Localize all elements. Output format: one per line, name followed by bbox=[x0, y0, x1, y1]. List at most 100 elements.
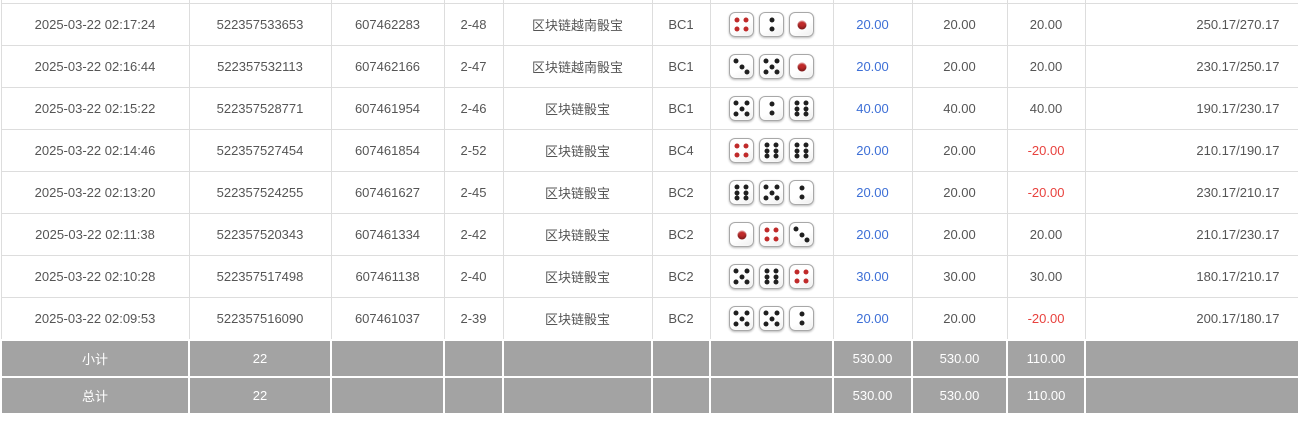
cell-dice-result bbox=[709, 171, 834, 214]
die-face-4-icon bbox=[759, 222, 784, 247]
bet-amount-link[interactable]: 20.00 bbox=[856, 143, 889, 158]
summary-row: 小计 22 530.00 530.00 110.00 bbox=[0, 339, 1298, 378]
cell-game-name: 区块链骰宝 bbox=[502, 255, 653, 298]
die-face-5-icon bbox=[729, 306, 754, 331]
cell-balance: 230.17/250.17 bbox=[1084, 45, 1298, 88]
cell-dice-result bbox=[709, 87, 834, 130]
summary-label: 小计 bbox=[0, 339, 190, 378]
cell-dice-result bbox=[709, 129, 834, 172]
cell-bet-amount: 20.00 bbox=[832, 171, 913, 214]
cell-bet-type: BC4 bbox=[651, 129, 711, 172]
cell-valid-amount: 20.00 bbox=[911, 297, 1008, 341]
cell-valid-amount: 20.00 bbox=[911, 171, 1008, 214]
cell-time: 2025-03-22 02:10:28 bbox=[0, 255, 190, 298]
dice-result-icons bbox=[711, 138, 832, 163]
die-face-5-icon bbox=[729, 264, 754, 289]
die-face-2-icon bbox=[759, 96, 784, 121]
bet-amount-link[interactable]: 20.00 bbox=[856, 185, 889, 200]
cell-balance: 250.17/270.17 bbox=[1084, 3, 1298, 46]
cell-period: 2-46 bbox=[443, 87, 504, 130]
cell-round-id: 607461854 bbox=[330, 129, 445, 172]
cell-round-id: 607462166 bbox=[330, 45, 445, 88]
cell-bet-type: BC1 bbox=[651, 87, 711, 130]
summary-count: 22 bbox=[188, 339, 332, 378]
cell-period: 2-48 bbox=[443, 3, 504, 46]
die-face-4-icon bbox=[729, 138, 754, 163]
cell-bet-type: BC1 bbox=[651, 3, 711, 46]
dice-result-icons bbox=[711, 264, 832, 289]
table-row: 2025-03-22 02:09:53 522357516090 6074610… bbox=[0, 297, 1298, 341]
cell-win-loss: 20.00 bbox=[1006, 213, 1086, 256]
summary-winloss-total: 110.00 bbox=[1006, 376, 1086, 415]
cell-bet-type: BC1 bbox=[651, 45, 711, 88]
cell-dice-result bbox=[709, 297, 834, 341]
cell-win-loss: -20.00 bbox=[1006, 171, 1086, 214]
bet-amount-link[interactable]: 20.00 bbox=[856, 59, 889, 74]
cell-game-name: 区块链越南骰宝 bbox=[502, 3, 653, 46]
cell-bet-amount: 40.00 bbox=[832, 87, 913, 130]
cell-round-id: 607462283 bbox=[330, 3, 445, 46]
die-face-6-icon bbox=[789, 96, 814, 121]
cell-game-name: 区块链骰宝 bbox=[502, 87, 653, 130]
cell-valid-amount: 20.00 bbox=[911, 213, 1008, 256]
die-face-2-icon bbox=[759, 12, 784, 37]
die-face-5-icon bbox=[729, 96, 754, 121]
cell-valid-amount: 30.00 bbox=[911, 255, 1008, 298]
summary-label: 总计 bbox=[0, 376, 190, 415]
cell-round-id: 607461334 bbox=[330, 213, 445, 256]
cell-game-name: 区块链骰宝 bbox=[502, 213, 653, 256]
cell-time: 2025-03-22 02:11:38 bbox=[0, 213, 190, 256]
cell-period: 2-40 bbox=[443, 255, 504, 298]
bet-amount-link[interactable]: 20.00 bbox=[856, 227, 889, 242]
summary-valid-total: 530.00 bbox=[911, 339, 1008, 378]
cell-bet-type: BC2 bbox=[651, 297, 711, 341]
cell-balance: 190.17/230.17 bbox=[1084, 87, 1298, 130]
die-face-1-icon bbox=[789, 54, 814, 79]
cell-period: 2-47 bbox=[443, 45, 504, 88]
summary-valid-total: 530.00 bbox=[911, 376, 1008, 415]
dice-result-icons bbox=[711, 96, 832, 121]
bet-amount-link[interactable]: 20.00 bbox=[856, 311, 889, 326]
bet-amount-link[interactable]: 20.00 bbox=[856, 17, 889, 32]
die-face-2-icon bbox=[789, 306, 814, 331]
cell-bet-amount: 20.00 bbox=[832, 45, 913, 88]
cell-valid-amount: 40.00 bbox=[911, 87, 1008, 130]
table-row: 2025-03-22 02:10:28 522357517498 6074611… bbox=[0, 255, 1298, 298]
cell-balance: 230.17/210.17 bbox=[1084, 171, 1298, 214]
cell-dice-result bbox=[709, 213, 834, 256]
cell-win-loss: 40.00 bbox=[1006, 87, 1086, 130]
cell-round-id: 607461138 bbox=[330, 255, 445, 298]
die-face-5-icon bbox=[759, 180, 784, 205]
cell-win-loss: 20.00 bbox=[1006, 3, 1086, 46]
cell-valid-amount: 20.00 bbox=[911, 3, 1008, 46]
cell-bet-type: BC2 bbox=[651, 255, 711, 298]
cell-bet-id: 522357532113 bbox=[188, 45, 332, 88]
die-face-2-icon bbox=[789, 180, 814, 205]
cell-bet-id: 522357516090 bbox=[188, 297, 332, 341]
summary-bet-total: 530.00 bbox=[832, 376, 913, 415]
die-face-5-icon bbox=[759, 54, 784, 79]
die-face-1-icon bbox=[729, 222, 754, 247]
cell-bet-id: 522357520343 bbox=[188, 213, 332, 256]
die-face-3-icon bbox=[729, 54, 754, 79]
bet-amount-link[interactable]: 40.00 bbox=[856, 101, 889, 116]
cell-time: 2025-03-22 02:09:53 bbox=[0, 297, 190, 341]
cell-bet-id: 522357533653 bbox=[188, 3, 332, 46]
cell-period: 2-52 bbox=[443, 129, 504, 172]
bet-amount-link[interactable]: 30.00 bbox=[856, 269, 889, 284]
cell-game-name: 区块链骰宝 bbox=[502, 297, 653, 341]
summary-row: 总计 22 530.00 530.00 110.00 bbox=[0, 376, 1298, 415]
die-face-6-icon bbox=[789, 138, 814, 163]
cell-round-id: 607461954 bbox=[330, 87, 445, 130]
table-row: 2025-03-22 02:17:24 522357533653 6074622… bbox=[0, 3, 1298, 46]
table-row: 2025-03-22 02:11:38 522357520343 6074613… bbox=[0, 213, 1298, 256]
cell-period: 2-42 bbox=[443, 213, 504, 256]
cell-time: 2025-03-22 02:14:46 bbox=[0, 129, 190, 172]
cell-dice-result bbox=[709, 45, 834, 88]
cell-balance: 200.17/180.17 bbox=[1084, 297, 1298, 341]
summary-winloss-total: 110.00 bbox=[1006, 339, 1086, 378]
die-face-3-icon bbox=[789, 222, 814, 247]
cell-bet-amount: 20.00 bbox=[832, 213, 913, 256]
dice-result-icons bbox=[711, 222, 832, 247]
cell-bet-amount: 20.00 bbox=[832, 129, 913, 172]
